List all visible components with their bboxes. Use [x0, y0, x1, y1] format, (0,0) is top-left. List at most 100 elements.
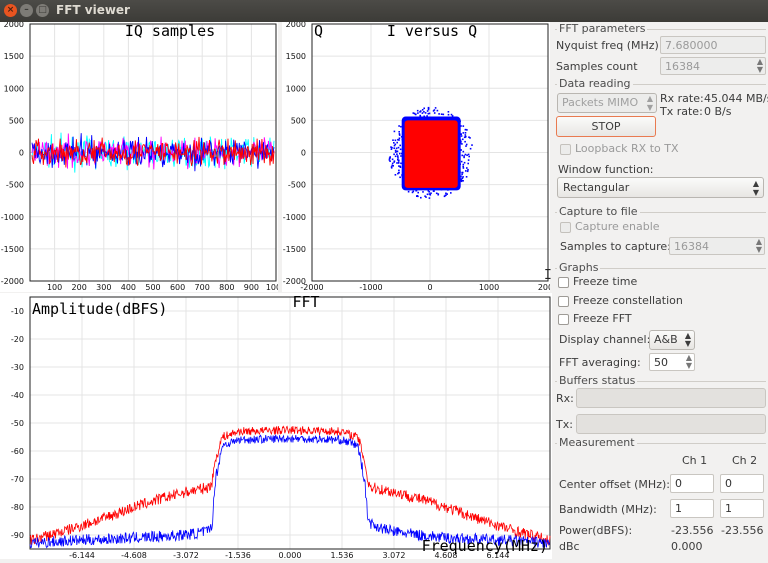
const-point — [400, 155, 402, 157]
const-point — [422, 191, 424, 193]
fft-averaging-input[interactable]: 50 ▲ ▼ — [649, 353, 695, 371]
const-point — [394, 143, 397, 146]
freeze-fft-checkbox[interactable] — [558, 314, 569, 325]
bandwidth-ch1-input[interactable]: 1 — [670, 499, 714, 518]
iq-x-tick-label: 500 — [145, 283, 160, 292]
const-point — [466, 154, 468, 156]
const-point — [426, 193, 429, 196]
const-point — [390, 148, 393, 150]
const-point — [436, 109, 439, 112]
power-label: Power(dBFS): — [559, 524, 633, 537]
const-y-tick-label: 0 — [301, 149, 306, 158]
const-point — [432, 110, 435, 112]
const-point — [428, 191, 430, 193]
constellation-plot: 2000 1500 1000 500 0 -500 -1000 -1500 -2000 -200… — [282, 20, 558, 292]
fft-title: FFT — [292, 293, 319, 311]
select-arrows-icon: ▲ ▼ — [646, 94, 653, 112]
iq-y-tick-label: -500 — [6, 181, 24, 190]
const-point — [464, 140, 466, 143]
fft-averaging-label: FFT averaging: — [559, 356, 641, 369]
const-point — [416, 195, 418, 197]
title-bar: × – □ FFT viewer — [0, 0, 768, 22]
fft-y-tick-label: -80 — [11, 503, 24, 512]
const-point — [399, 152, 401, 155]
minimize-window-icon[interactable]: – — [20, 4, 33, 17]
fft-x-tick-label: -6.144 — [69, 551, 95, 559]
freeze-constellation-checkbox[interactable] — [558, 296, 569, 307]
stop-button[interactable]: STOP — [556, 116, 656, 137]
const-point — [394, 149, 397, 152]
samples-to-capture-value: 16384 — [674, 240, 709, 253]
const-point — [466, 170, 469, 173]
const-point — [397, 172, 399, 175]
const-point — [427, 112, 430, 115]
const-point — [462, 163, 465, 166]
const-point — [389, 160, 391, 162]
const-point — [427, 108, 430, 111]
const-point — [392, 139, 394, 141]
const-point — [400, 162, 402, 165]
spin-arrows-icon: ▲ ▼ — [756, 57, 763, 74]
capture-group-title: Capture to file — [557, 205, 640, 218]
const-point — [388, 157, 391, 160]
const-point — [460, 178, 462, 180]
const-point — [464, 132, 467, 134]
const-point — [398, 139, 400, 141]
fft-parameters-group-title: FFT parameters — [557, 22, 648, 35]
const-point — [396, 141, 398, 144]
const-point — [463, 161, 466, 164]
const-point — [417, 191, 419, 194]
const-point — [469, 137, 471, 139]
tx-rate-label: Tx rate: — [660, 105, 703, 118]
bandwidth-ch2-input[interactable]: 1 — [720, 499, 764, 518]
iq-samples-chart: 2000 1500 1000 500 0 -500 -1000 -1500 -2000 100 2… — [1, 20, 286, 292]
control-panel: FFT parameters Nyquist freq (MHz): 7.680… — [553, 22, 768, 559]
const-y-tick-label: -2000 — [283, 277, 306, 286]
iq-y-tick-label: -2000 — [1, 277, 24, 286]
const-point — [391, 162, 394, 165]
freeze-time-checkbox[interactable] — [558, 277, 569, 288]
tx-rate-value: 0 B/s — [704, 105, 732, 118]
const-x-tick-label: -1000 — [359, 283, 382, 292]
const-point — [450, 192, 452, 194]
const-point — [466, 129, 468, 131]
const-point — [462, 180, 464, 182]
iq-x-tick-label: 400 — [121, 283, 136, 292]
center-offset-ch1-input[interactable]: 0 — [670, 474, 714, 493]
text-cursor-icon: I — [544, 268, 552, 283]
close-window-icon[interactable]: × — [4, 4, 17, 17]
graphs-group-title: Graphs — [557, 261, 601, 274]
const-point — [461, 143, 463, 145]
const-point — [464, 128, 467, 131]
const-point — [434, 107, 437, 109]
const-point — [394, 139, 397, 142]
const-point — [400, 125, 402, 128]
const-point — [394, 155, 397, 158]
window-function-select[interactable]: Rectangular ▲ ▼ — [557, 177, 764, 198]
const-point — [459, 175, 462, 178]
spin-arrows-icon[interactable]: ▲ ▼ — [685, 353, 692, 370]
const-point — [388, 159, 391, 161]
iq-x-tick-label: 600 — [170, 283, 185, 292]
maximize-window-icon[interactable]: □ — [36, 4, 49, 17]
const-point — [467, 153, 470, 156]
window-function-value: Rectangular — [563, 181, 630, 194]
iq-y-tick-label: 1500 — [4, 52, 24, 61]
display-channel-select[interactable]: A&B ▲ ▼ — [649, 330, 695, 350]
center-offset-ch2-input[interactable]: 0 — [720, 474, 764, 493]
const-point — [469, 147, 472, 150]
freeze-time-label: Freeze time — [573, 275, 638, 288]
const-point — [424, 195, 426, 197]
const-point — [471, 144, 473, 146]
const-point — [412, 112, 415, 114]
power-ch2-value: -23.556 — [721, 524, 764, 537]
const-point — [437, 193, 440, 195]
const-point — [426, 110, 429, 112]
const-point — [399, 148, 402, 151]
const-point — [391, 158, 394, 161]
samples-to-capture-label: Samples to capture: — [560, 240, 671, 253]
const-y-tick-label: 2000 — [286, 22, 306, 29]
samples-count-field: 16384 ▲ ▼ — [660, 57, 766, 75]
constellation-plot-title: I versus Q — [387, 22, 477, 40]
const-point — [442, 113, 445, 116]
